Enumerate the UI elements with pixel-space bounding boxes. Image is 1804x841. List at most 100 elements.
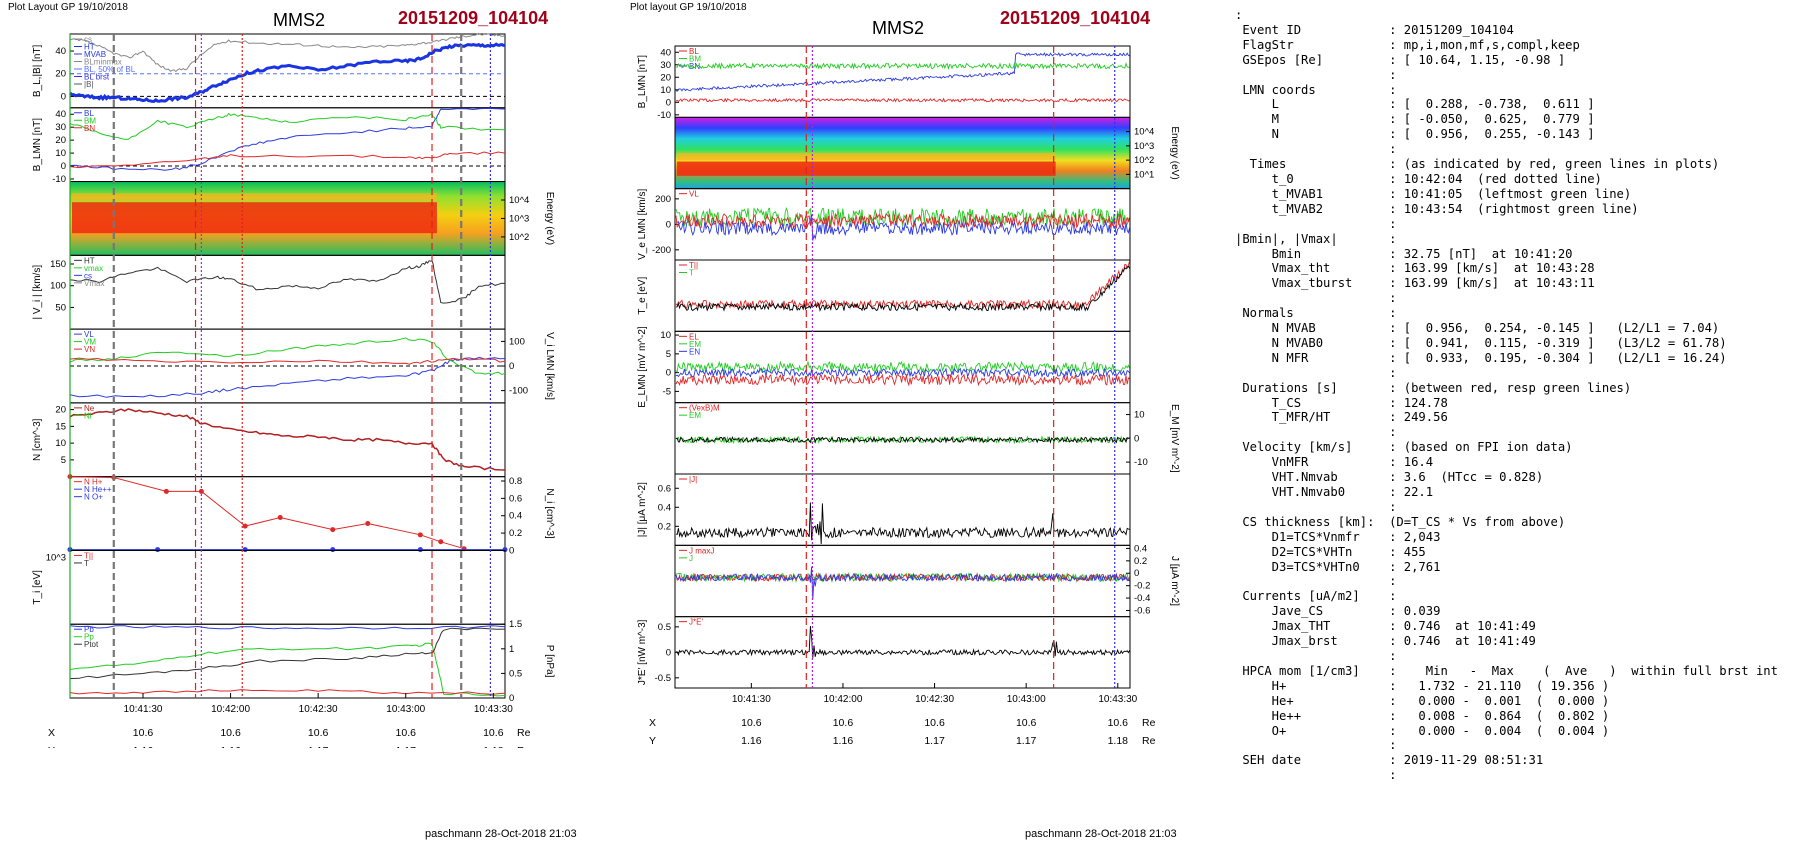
legend-label: EM (689, 411, 701, 420)
legend-label: Ne (84, 404, 95, 413)
y-tick-label: 10^3 (46, 552, 66, 563)
legend-label: J maxJ (689, 546, 714, 555)
legend-label: BL (689, 47, 699, 56)
panel-3: Energy (eV) 10^4 10^3 10^2 (69, 181, 555, 256)
y-axis-label: P [nPa] (544, 645, 555, 678)
y-axis-label: Energy (eV) (544, 192, 555, 245)
legend-label: VL (689, 190, 699, 199)
legend-label: HT (84, 256, 95, 265)
y-tick-label: 200 (655, 194, 671, 205)
x-tick-label: 10:42:00 (823, 694, 862, 705)
coord-unit: Re (1142, 735, 1156, 747)
y-tick-label: -5 (663, 386, 671, 397)
series-marker-He++ (438, 539, 444, 545)
y-tick-label: 0.6 (658, 483, 671, 494)
coord-value: 1.18 (483, 745, 504, 748)
y-tick-label: 10^4 (509, 195, 529, 206)
y-tick-label: 0 (666, 368, 671, 379)
spectrogram-warm-band (72, 193, 437, 201)
coord-value: 10.6 (1016, 717, 1037, 729)
noisy-trace (675, 360, 1131, 374)
y-tick-label: 0.5 (658, 622, 671, 633)
y-axis-label: E_M [mV m^-2] (1169, 404, 1180, 473)
y-tick-label: 10^2 (1134, 155, 1154, 166)
legend-label: EM (689, 340, 701, 349)
y-tick-label: -10 (52, 174, 66, 185)
coord-value: 10.6 (741, 717, 762, 729)
coord-unit: Re (517, 727, 531, 739)
x-tick-label: 10:42:00 (211, 704, 250, 715)
y-axis-label: J [μA m^-2] (1169, 556, 1180, 606)
y-axis-label: N_i [cm^-3] (544, 488, 555, 538)
y-tick-label: 20 (55, 69, 66, 80)
noisy-trace (675, 212, 1131, 230)
y-tick-label: 10^3 (509, 213, 529, 224)
y-tick-label: 0 (61, 91, 66, 102)
y-tick-label: -10 (1134, 457, 1148, 468)
legend-label: VN (84, 345, 95, 354)
legend-label: BL (84, 109, 94, 118)
coord-value: 10.6 (396, 727, 417, 739)
y-tick-label: -200 (652, 245, 671, 256)
y-tick-label: 1 (509, 644, 514, 655)
spectrogram-warm-band (677, 153, 1056, 161)
y-tick-label: 40 (55, 46, 66, 57)
series-line-BN (69, 151, 506, 169)
x-tick-label: 10:41:30 (732, 694, 771, 705)
panel-frame (674, 259, 1131, 332)
middle-event-title: 20151209_104104 (1000, 8, 1151, 28)
legend-label: T|| (84, 551, 93, 560)
series-line-|Vi| (69, 260, 506, 304)
legend-label: Pp (84, 633, 94, 642)
y-tick-label: 10^4 (1134, 127, 1154, 138)
panel-frame (69, 549, 506, 625)
series-line-VN (69, 357, 506, 365)
spectrogram-hot-band (677, 161, 1056, 176)
legend-label: Ptot (84, 640, 99, 649)
legend-label: Vmax (84, 279, 104, 288)
y-axis-label: T_e [eV] (637, 277, 648, 315)
coord-value: 10.6 (833, 717, 854, 729)
y-axis-label: B_LMN [nT] (32, 118, 43, 172)
legend-label: |B| (84, 80, 94, 89)
y-tick-label: 0 (666, 219, 671, 230)
y-axis-label: E_LMN [mV m^-2] (637, 326, 648, 408)
series-line-Pb (69, 625, 506, 630)
y-tick-label: -0.2 (1134, 581, 1150, 592)
y-axis-label: Energy (eV) (1169, 126, 1180, 179)
legend-label: (VexB)M (689, 404, 720, 413)
y-tick-label: 10 (55, 148, 66, 159)
coord-value: 10.6 (308, 727, 329, 739)
coord-value: 1.17 (924, 735, 945, 747)
series-marker-He++ (242, 523, 248, 529)
series-marker-O+ (330, 547, 336, 553)
noisy-trace (675, 626, 1130, 658)
coord-unit: Re (1142, 717, 1156, 729)
series-line-Pp (69, 642, 506, 697)
y-tick-label: 10^1 (1134, 169, 1154, 180)
panel-9: J*E' [nW m^-3] 0.5 0 -0.5 J*E' (637, 616, 1131, 689)
y-tick-label: -0.5 (655, 673, 671, 684)
left-event-title: 20151209_104104 (398, 8, 549, 28)
series-line-VL (69, 356, 506, 398)
y-axis-label: N [cm^-3] (32, 418, 43, 461)
y-tick-label: 0 (509, 361, 514, 372)
y-tick-label: 0.8 (509, 476, 522, 487)
panel-4: T_e [eV] T||T (637, 259, 1131, 332)
legend-label: EL (689, 332, 699, 341)
coord-value: 1.17 (396, 745, 417, 748)
x-tick-label: 10:41:30 (124, 704, 163, 715)
legend-label: BM (689, 55, 701, 64)
noisy-trace (675, 97, 1130, 103)
y-tick-label: 0 (509, 693, 514, 704)
coord-value: 10.6 (133, 727, 154, 739)
legend-label: N H+ (84, 478, 103, 487)
series-line-Ne (69, 408, 506, 471)
y-tick-label: 15 (55, 421, 66, 432)
y-tick-label: 0 (666, 647, 671, 658)
legend-label: T (84, 559, 89, 568)
y-tick-label: 0.2 (1134, 556, 1147, 567)
legend-label: N He++ (84, 485, 112, 494)
